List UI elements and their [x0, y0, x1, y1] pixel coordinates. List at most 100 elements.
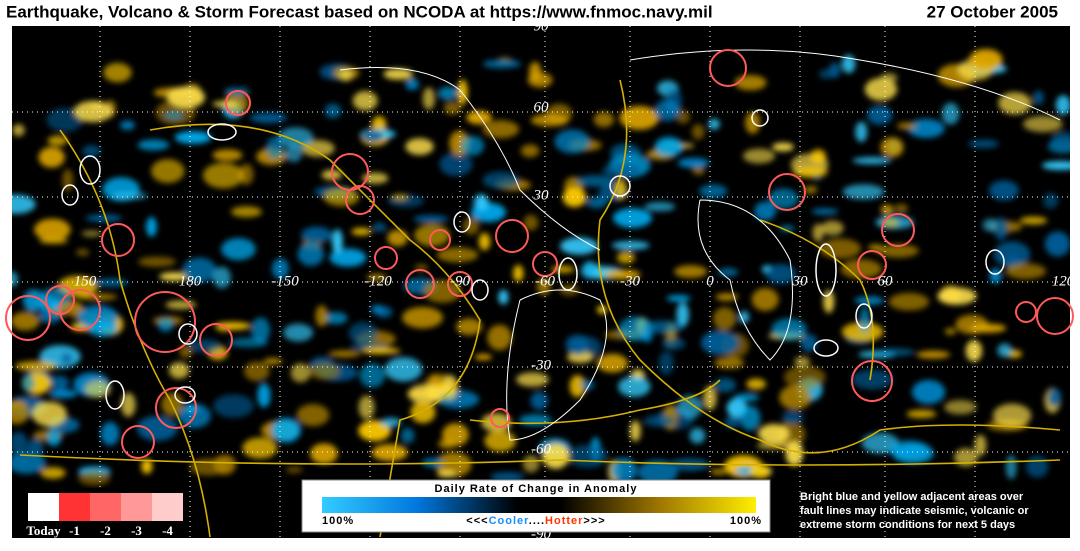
caption-dots: ....	[529, 515, 545, 527]
anomaly-blob	[324, 311, 348, 325]
boundary	[469, 379, 721, 425]
anomaly-blob	[249, 112, 288, 124]
coastline	[506, 289, 608, 441]
anomaly-blob	[749, 464, 772, 479]
anomaly-blob	[157, 317, 174, 332]
anomaly-blob	[457, 79, 468, 105]
anomaly-blob	[792, 166, 828, 178]
white-marker	[985, 249, 1005, 275]
anomaly-blob	[743, 148, 776, 164]
longitude-label: 150	[74, 273, 97, 289]
color-bar-title: Daily Rate of Change in Anomaly	[435, 483, 638, 495]
anomaly-blob	[391, 193, 409, 201]
anomaly-blob	[482, 171, 520, 190]
white-marker	[855, 303, 873, 329]
red-marker	[59, 289, 101, 331]
anomaly-blob	[658, 351, 674, 375]
anomaly-blob	[463, 217, 480, 235]
anomaly-blob	[562, 187, 587, 208]
anomaly-blob	[48, 389, 78, 399]
longitude-label: 120	[1052, 273, 1075, 289]
anomaly-blob	[100, 421, 120, 446]
anomaly-blob	[146, 216, 157, 237]
anomaly-blob	[654, 99, 681, 122]
red-marker	[5, 295, 51, 341]
day-label: -1	[69, 523, 80, 538]
anomaly-blob	[47, 135, 68, 146]
anomaly-blob	[182, 257, 217, 283]
anomaly-blob	[78, 470, 111, 486]
anomaly-blob	[413, 215, 449, 224]
anomaly-blob	[810, 149, 826, 164]
anomaly-blob	[989, 268, 1002, 284]
white-marker	[207, 123, 237, 141]
caption-cooler: Cooler	[489, 515, 530, 527]
anomaly-blob	[179, 344, 193, 359]
anomaly-blob	[263, 357, 283, 365]
coastline	[629, 49, 1061, 361]
anomaly-blob	[840, 259, 882, 279]
anomaly-blob	[611, 240, 650, 250]
longitude-label: -30	[620, 273, 640, 289]
red-marker	[225, 90, 251, 116]
anomaly-blob	[518, 414, 552, 426]
anomaly-blob	[40, 467, 66, 479]
anomaly-blob	[352, 91, 378, 111]
anomaly-blob	[803, 185, 818, 194]
anomaly-blob	[332, 229, 343, 254]
anomaly-blob	[370, 304, 384, 315]
anomaly-blob	[733, 393, 760, 402]
anomaly-blob	[213, 454, 236, 475]
anomaly-blob	[751, 287, 779, 311]
longitude-label: 30	[792, 273, 809, 289]
day-label: Today	[26, 523, 61, 538]
anomaly-blob	[520, 144, 540, 158]
anomaly-blob	[442, 423, 469, 447]
note-line: fault lines may indicate seismic, volcan…	[800, 505, 1029, 517]
anomaly-blob	[642, 320, 684, 334]
anomaly-blob	[456, 318, 483, 336]
anomaly-blob	[969, 48, 1003, 72]
anomaly-blob	[713, 378, 737, 393]
anomaly-blob	[754, 201, 776, 221]
anomaly-blob	[266, 136, 285, 159]
red-marker	[881, 213, 915, 247]
anomaly-blob	[779, 225, 795, 232]
anomaly-blob	[821, 220, 844, 236]
anomaly-blob	[297, 242, 324, 266]
anomaly-blob	[212, 266, 231, 289]
anomaly-blob	[708, 118, 720, 130]
anomaly-blob	[596, 305, 608, 314]
anomaly-blob	[782, 410, 804, 424]
anomaly-blob	[111, 191, 148, 200]
longitude-label: 60	[878, 273, 894, 289]
anomaly-blob	[542, 443, 570, 469]
anomaly-blob	[271, 417, 301, 443]
anomaly-blob	[474, 354, 492, 361]
anomaly-blob	[1005, 263, 1047, 280]
anomaly-blob	[530, 391, 549, 410]
anomaly-blob	[522, 455, 540, 473]
longitude-label: 180	[179, 273, 202, 289]
anomaly-blob	[498, 289, 509, 305]
longitude-label: -90	[450, 273, 470, 289]
anomaly-blob	[62, 168, 74, 192]
color-bar-right: 100%	[730, 515, 762, 527]
color-bar	[322, 497, 756, 513]
anomaly-blob	[32, 401, 67, 427]
anomaly-blob	[323, 187, 360, 207]
anomaly-blob	[968, 139, 999, 149]
latitude-label: -60	[531, 441, 551, 457]
anomaly-blob	[324, 103, 342, 119]
anomaly-blob	[367, 273, 387, 282]
anomaly-blob	[738, 311, 750, 323]
anomaly-blob	[27, 437, 44, 461]
anomaly-blob	[408, 384, 444, 405]
anomaly-blob	[612, 208, 652, 228]
anomaly-blob	[1043, 192, 1059, 209]
anomaly-blob	[855, 121, 868, 143]
white-marker	[61, 184, 79, 206]
anomaly-blob	[710, 468, 727, 475]
anomaly-blob	[301, 226, 333, 244]
red-marker	[709, 49, 747, 87]
